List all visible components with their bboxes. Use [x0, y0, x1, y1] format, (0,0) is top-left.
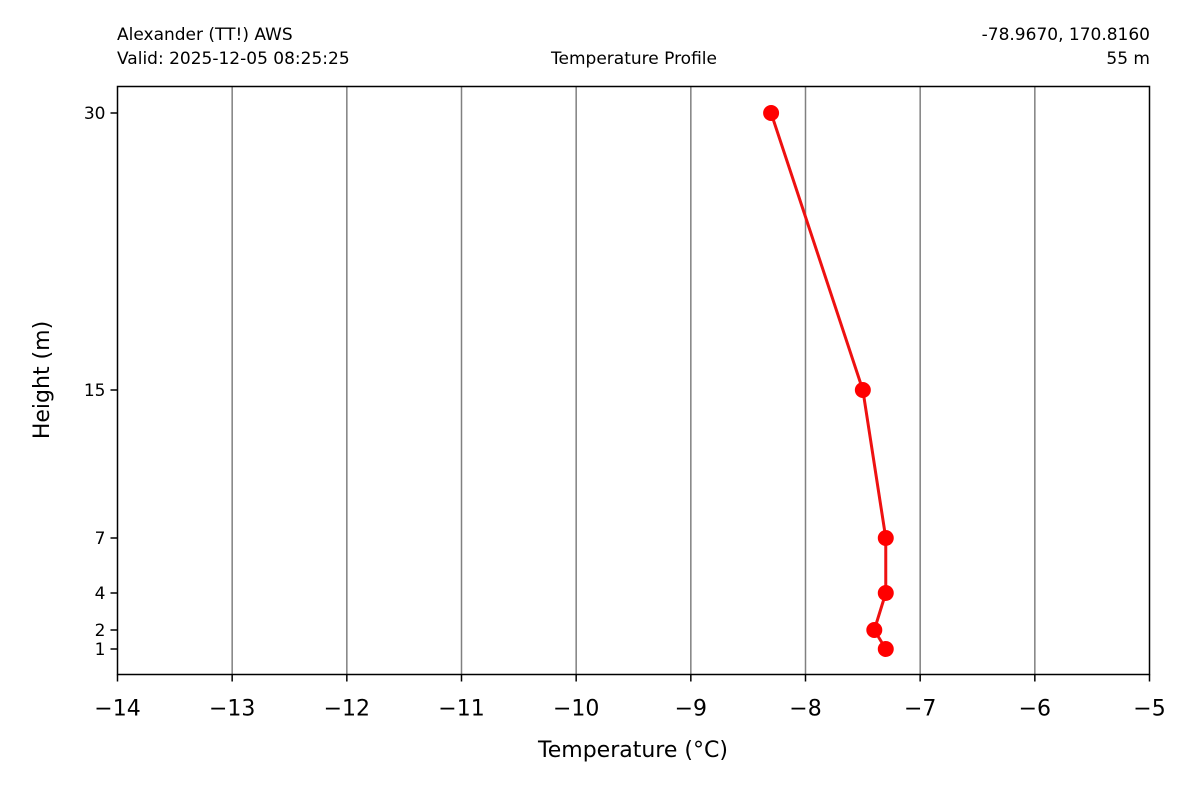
x-tick-label: −6 — [1019, 697, 1051, 722]
y-tick-label: 15 — [84, 381, 106, 401]
temperature-line — [769, 112, 888, 650]
y-axis-ticks: 12 4 7 15 30 — [84, 104, 118, 660]
x-axis-label: Temperature (°C) — [537, 738, 728, 763]
chart-title: Temperature Profile — [551, 49, 717, 69]
header-right: -78.9670, 170.8160 55 m — [982, 23, 1150, 71]
temperature-point — [866, 622, 883, 638]
station-elevation: 55 m — [1106, 49, 1150, 69]
x-tick-label: −8 — [789, 697, 821, 722]
y-tick-label: 4 — [95, 584, 106, 604]
x-tick-label: −5 — [1133, 697, 1165, 722]
y-axis-label: Height (m) — [30, 321, 55, 439]
grid-lines — [231, 86, 1036, 675]
x-tick-label: −11 — [438, 697, 484, 722]
temperature-point — [877, 585, 894, 601]
temperature-point — [877, 641, 894, 657]
temperature-point — [763, 105, 780, 121]
y-tick-label: 7 — [95, 529, 106, 549]
header-left: Alexander (TT!) AWS Valid: 2025-12-05 08… — [117, 23, 350, 71]
temperature-point — [877, 530, 894, 546]
x-tick-label: −13 — [209, 697, 255, 722]
x-tick-label: −12 — [324, 697, 370, 722]
temperature-point — [854, 382, 871, 398]
y-tick-label: 1 — [95, 640, 106, 660]
x-tick-label: −10 — [553, 697, 599, 722]
x-tick-label: −14 — [94, 697, 140, 722]
x-tick-label: −7 — [904, 697, 936, 722]
x-tick-label: −9 — [675, 697, 707, 722]
plot-frame — [116, 85, 1151, 676]
valid-time: Valid: 2025-12-05 08:25:25 — [117, 49, 350, 69]
y-tick-label: 2 — [95, 621, 106, 641]
x-axis-ticks: −14 −13 −12 −11 −10 −9 −8 −7 −6 −5 — [94, 674, 1166, 722]
station-name: Alexander (TT!) AWS — [117, 25, 293, 45]
series-layer — [763, 105, 894, 657]
station-coords: -78.9670, 170.8160 — [981, 25, 1150, 45]
y-tick-label: 30 — [84, 104, 106, 124]
